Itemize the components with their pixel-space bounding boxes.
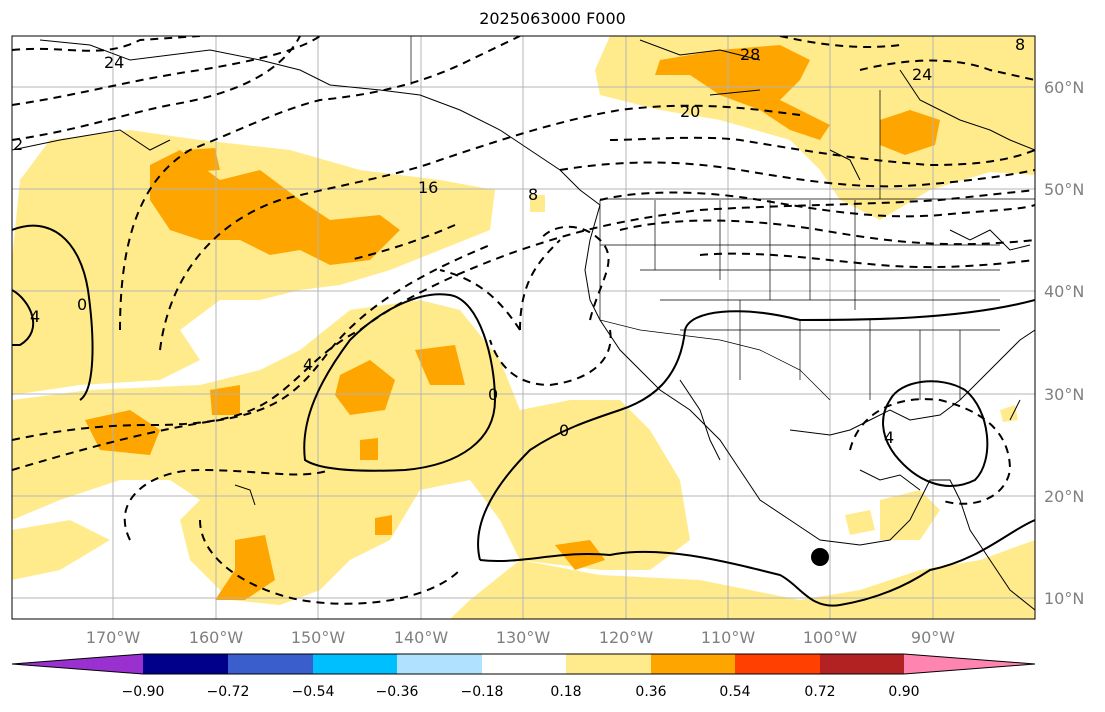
lon-tick-label: 90°W xyxy=(911,628,955,647)
colorbar-swatch xyxy=(735,654,820,674)
colorbar-swatch xyxy=(228,654,313,674)
colorbar-high-extension xyxy=(904,654,1035,674)
map-title: 2025063000 F000 xyxy=(479,9,626,28)
latitude-labels: 60°N 50°N 40°N 30°N 20°N 10°N xyxy=(1044,78,1084,608)
colorbar-tick: 0.90 xyxy=(888,684,919,700)
contour-label: 28 xyxy=(740,45,760,64)
lat-tick-label: 40°N xyxy=(1044,282,1084,301)
contour-label: 16 xyxy=(418,178,438,197)
colorbar-tick: −0.36 xyxy=(376,684,419,700)
contour-label: 8 xyxy=(1015,35,1025,54)
colorbar-tick: 0.54 xyxy=(719,684,750,700)
lon-tick-label: 130°W xyxy=(496,628,551,647)
colorbar-swatch xyxy=(566,654,651,674)
contour-label: 8 xyxy=(528,185,538,204)
contour-label: 0 xyxy=(77,295,87,314)
colorbar-swatch xyxy=(820,654,904,674)
lat-tick-label: 30°N xyxy=(1044,385,1084,404)
colorbar-swatch xyxy=(143,654,228,674)
colorbar-swatch xyxy=(313,654,397,674)
lon-tick-label: 110°W xyxy=(701,628,756,647)
dashed-contours xyxy=(12,36,1035,605)
lat-tick-label: 60°N xyxy=(1044,78,1084,97)
contour-label: 2 xyxy=(13,135,23,154)
colorbar-swatch xyxy=(651,654,735,674)
graticule xyxy=(12,36,1035,619)
contour-label: 0 xyxy=(559,421,569,440)
lon-tick-label: 150°W xyxy=(291,628,346,647)
lon-tick-label: 140°W xyxy=(394,628,449,647)
contour-label: 4 xyxy=(884,428,894,447)
map-frame xyxy=(11,35,1036,620)
lat-tick-label: 10°N xyxy=(1044,589,1084,608)
contour-label: 4 xyxy=(30,307,40,326)
lon-tick-label: 160°W xyxy=(189,628,244,647)
colorbar-tick: 0.36 xyxy=(635,684,666,700)
lon-tick-label: 120°W xyxy=(599,628,654,647)
colorbar: −0.90 −0.72 −0.54 −0.36 −0.18 0.18 0.36 … xyxy=(11,653,1036,700)
colorbar-outline xyxy=(11,653,1036,675)
colorbar-tick: −0.54 xyxy=(292,684,335,700)
contour-label: 24 xyxy=(912,65,932,84)
political-borders xyxy=(410,36,1035,401)
lon-tick-label: 170°W xyxy=(86,628,141,647)
colorbar-swatch xyxy=(482,654,566,674)
contour-label: 24 xyxy=(104,53,124,72)
contour-label: 20 xyxy=(680,102,700,121)
colorbar-swatch xyxy=(397,654,482,674)
colorbar-tick: −0.90 xyxy=(122,684,165,700)
lon-tick-label: 100°W xyxy=(803,628,858,647)
contour-labels: 24 28 24 20 2 16 8 4 4 0 0 0 4 8 xyxy=(13,35,1025,447)
storm-center-marker xyxy=(811,548,829,566)
strong-positive-anomaly-field xyxy=(85,45,940,600)
colorbar-tick: 0.72 xyxy=(804,684,835,700)
colorbar-tick: −0.18 xyxy=(461,684,504,700)
lat-tick-label: 20°N xyxy=(1044,487,1084,506)
colorbar-tick: −0.72 xyxy=(207,684,250,700)
colorbar-tick: 0.18 xyxy=(550,684,581,700)
colorbar-low-extension xyxy=(12,654,143,674)
lat-tick-label: 50°N xyxy=(1044,180,1084,199)
solid-contours xyxy=(12,224,1035,607)
contour-label: 4 xyxy=(303,355,313,374)
contour-label: 0 xyxy=(488,385,498,404)
longitude-labels: 170°W 160°W 150°W 140°W 130°W 120°W 110°… xyxy=(86,628,955,647)
